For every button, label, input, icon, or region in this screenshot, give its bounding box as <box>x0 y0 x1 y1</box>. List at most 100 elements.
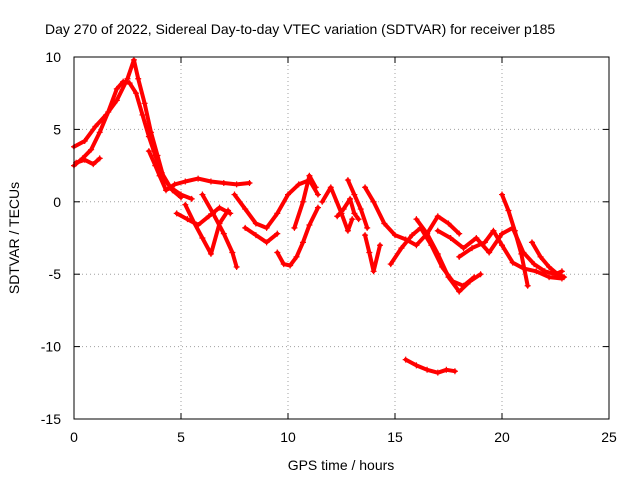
series-track-14 <box>344 177 371 231</box>
data-point <box>274 230 281 237</box>
y-tick-label: 0 <box>53 194 61 210</box>
data-point <box>537 253 544 260</box>
data-point <box>531 261 538 268</box>
data-point <box>362 232 369 239</box>
data-point <box>163 187 170 194</box>
data-point <box>207 250 214 257</box>
data-point <box>216 204 223 211</box>
data-point <box>195 175 202 182</box>
data-point <box>392 232 398 239</box>
data-point <box>327 184 334 191</box>
data-point <box>351 210 358 217</box>
data-point <box>319 198 326 205</box>
data-point <box>351 191 358 198</box>
series-track-20 <box>456 227 565 282</box>
data-point <box>133 90 140 97</box>
data-point <box>96 155 103 162</box>
data-point <box>554 271 561 278</box>
data-point <box>486 249 493 256</box>
data-point <box>473 235 480 241</box>
y-tick-label: 10 <box>45 49 61 65</box>
y-tick-label: -10 <box>41 339 61 355</box>
data-point <box>190 219 197 226</box>
data-point <box>370 198 377 205</box>
data-point <box>312 184 319 191</box>
series-track-18 <box>413 216 484 295</box>
data-point <box>424 230 431 237</box>
series-line <box>183 202 231 256</box>
data-point <box>113 85 120 92</box>
data-point <box>387 261 394 268</box>
series-line <box>243 225 280 245</box>
data-point <box>528 239 535 246</box>
x-tick-label: 15 <box>387 429 403 445</box>
data-point <box>357 206 364 213</box>
chart-title: Day 270 of 2022, Sidereal Day-to-day VTE… <box>45 21 555 37</box>
data-point <box>81 137 88 144</box>
data-point <box>148 129 155 136</box>
y-tick-label: -5 <box>49 266 62 282</box>
data-point <box>113 97 120 104</box>
series-track-5 <box>173 204 234 228</box>
x-tick-label: 0 <box>70 429 78 445</box>
data-point <box>561 274 568 281</box>
data-point <box>225 207 232 214</box>
data-point <box>434 227 441 234</box>
data-point <box>81 156 88 163</box>
data-point <box>344 227 351 234</box>
data-point <box>413 242 420 249</box>
data-point <box>469 245 476 252</box>
series-track-10 <box>242 224 281 246</box>
data-point <box>145 148 152 155</box>
data-point <box>314 204 321 211</box>
data-point <box>451 368 458 375</box>
data-point <box>377 242 384 249</box>
data-point <box>546 274 553 281</box>
data-point <box>274 249 281 256</box>
series-line <box>174 205 233 227</box>
data-point <box>447 235 454 241</box>
series-track-9 <box>274 204 321 269</box>
data-point <box>171 181 178 188</box>
series-line <box>457 228 564 281</box>
data-point <box>509 259 516 266</box>
series-line <box>74 156 102 167</box>
data-point <box>413 362 420 369</box>
series-track-3 <box>73 155 103 168</box>
series-track-15 <box>362 232 384 275</box>
x-axis-label: GPS time / hours <box>288 457 395 473</box>
data-point <box>499 191 505 198</box>
data-point <box>274 210 281 217</box>
data-point <box>443 366 450 373</box>
series-track-11 <box>291 172 319 231</box>
data-point <box>205 213 212 220</box>
data-point <box>355 216 362 223</box>
data-point <box>220 230 227 237</box>
y-tick-label: 5 <box>53 121 61 137</box>
series-track-22 <box>528 239 568 281</box>
data-point <box>434 213 441 220</box>
data-point <box>445 274 452 281</box>
data-point <box>233 181 240 188</box>
y-tick-label: -15 <box>41 411 61 427</box>
data-point <box>362 184 369 191</box>
data-point <box>456 253 463 260</box>
data-point <box>210 210 217 217</box>
series-track-19 <box>434 224 565 278</box>
data-point <box>231 191 238 198</box>
data-point <box>306 172 313 179</box>
data-point <box>524 282 531 289</box>
data-point <box>505 207 512 214</box>
data-point <box>299 239 306 246</box>
data-point <box>413 216 420 223</box>
data-point <box>434 369 441 376</box>
series-track-13 <box>334 195 362 223</box>
data-point <box>402 356 409 363</box>
data-point <box>141 100 148 107</box>
data-point <box>490 227 497 234</box>
data-point <box>314 191 321 198</box>
data-point <box>252 220 259 227</box>
data-point <box>199 191 206 198</box>
data-point <box>233 263 240 270</box>
